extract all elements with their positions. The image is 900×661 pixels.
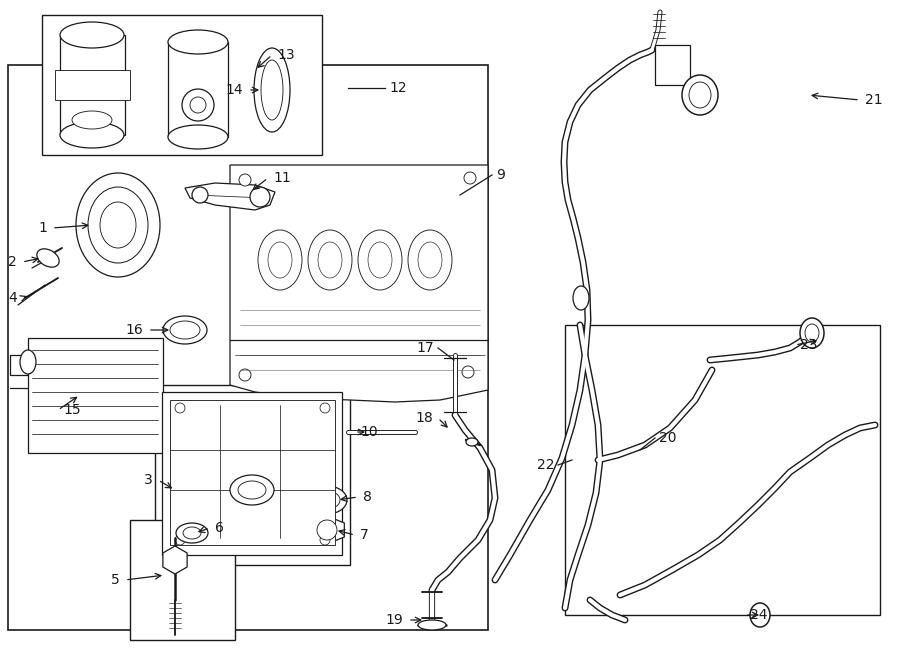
- Ellipse shape: [307, 486, 347, 514]
- Text: 6: 6: [215, 521, 224, 535]
- Ellipse shape: [88, 187, 148, 263]
- Bar: [168, 42, 228, 137]
- Ellipse shape: [682, 75, 718, 115]
- Ellipse shape: [258, 230, 302, 290]
- Circle shape: [317, 520, 337, 540]
- Circle shape: [190, 97, 206, 113]
- Text: 9: 9: [496, 168, 505, 182]
- Ellipse shape: [318, 242, 342, 278]
- Ellipse shape: [37, 249, 59, 267]
- Bar: [42, 15, 322, 155]
- Text: 4: 4: [8, 291, 17, 305]
- Ellipse shape: [163, 316, 207, 344]
- Ellipse shape: [418, 620, 446, 630]
- Text: 17: 17: [417, 341, 434, 355]
- Circle shape: [250, 187, 270, 207]
- Ellipse shape: [168, 125, 228, 149]
- Ellipse shape: [308, 230, 352, 290]
- Circle shape: [239, 369, 251, 381]
- Ellipse shape: [168, 30, 228, 54]
- Text: 24: 24: [750, 608, 768, 622]
- Ellipse shape: [76, 173, 160, 277]
- Ellipse shape: [314, 491, 340, 509]
- Ellipse shape: [418, 242, 442, 278]
- Ellipse shape: [72, 111, 112, 129]
- Ellipse shape: [170, 321, 200, 339]
- Ellipse shape: [100, 202, 136, 248]
- Ellipse shape: [750, 603, 770, 627]
- Bar: [60, 35, 125, 135]
- Text: 7: 7: [360, 528, 369, 542]
- Text: 8: 8: [363, 490, 372, 504]
- Polygon shape: [163, 546, 187, 574]
- Text: 3: 3: [144, 473, 153, 487]
- Circle shape: [239, 174, 251, 186]
- Text: 15: 15: [63, 403, 81, 417]
- Bar: [55, 70, 130, 100]
- Ellipse shape: [408, 230, 452, 290]
- Polygon shape: [185, 183, 275, 210]
- Text: 20: 20: [659, 431, 677, 445]
- Ellipse shape: [573, 286, 589, 310]
- Ellipse shape: [238, 481, 266, 499]
- Bar: [565, 325, 880, 615]
- Ellipse shape: [261, 60, 283, 120]
- Text: 22: 22: [536, 458, 554, 472]
- Ellipse shape: [466, 438, 478, 446]
- Ellipse shape: [805, 324, 819, 342]
- Text: 19: 19: [385, 613, 403, 627]
- Ellipse shape: [60, 22, 124, 48]
- Text: 23: 23: [800, 338, 817, 352]
- Ellipse shape: [358, 230, 402, 290]
- Text: 5: 5: [112, 573, 120, 587]
- Text: 13: 13: [277, 48, 294, 62]
- Bar: [8, 65, 488, 630]
- Ellipse shape: [368, 242, 392, 278]
- Ellipse shape: [254, 48, 290, 132]
- Bar: [130, 520, 235, 640]
- Circle shape: [175, 403, 185, 413]
- Ellipse shape: [20, 350, 36, 374]
- Ellipse shape: [689, 82, 711, 108]
- Circle shape: [464, 172, 476, 184]
- Bar: [28, 338, 163, 453]
- Ellipse shape: [60, 122, 124, 148]
- Circle shape: [175, 535, 185, 545]
- Text: 11: 11: [273, 171, 291, 185]
- Ellipse shape: [183, 527, 201, 539]
- Bar: [655, 45, 690, 85]
- Ellipse shape: [230, 475, 274, 505]
- Text: 10: 10: [360, 425, 378, 439]
- Bar: [155, 385, 350, 565]
- Circle shape: [192, 187, 208, 203]
- Ellipse shape: [268, 242, 292, 278]
- Text: 14: 14: [225, 83, 243, 97]
- Circle shape: [462, 366, 474, 378]
- Polygon shape: [230, 165, 488, 402]
- Text: 18: 18: [415, 411, 433, 425]
- Polygon shape: [162, 392, 342, 555]
- Text: 12: 12: [389, 81, 407, 95]
- Text: 1: 1: [38, 221, 47, 235]
- Text: 16: 16: [125, 323, 143, 337]
- Circle shape: [320, 535, 330, 545]
- Text: 21: 21: [865, 93, 883, 107]
- Circle shape: [320, 403, 330, 413]
- Ellipse shape: [176, 523, 208, 543]
- Circle shape: [182, 89, 214, 121]
- Polygon shape: [310, 516, 345, 544]
- Bar: [170, 400, 335, 545]
- Text: 2: 2: [8, 255, 17, 269]
- Ellipse shape: [800, 318, 824, 348]
